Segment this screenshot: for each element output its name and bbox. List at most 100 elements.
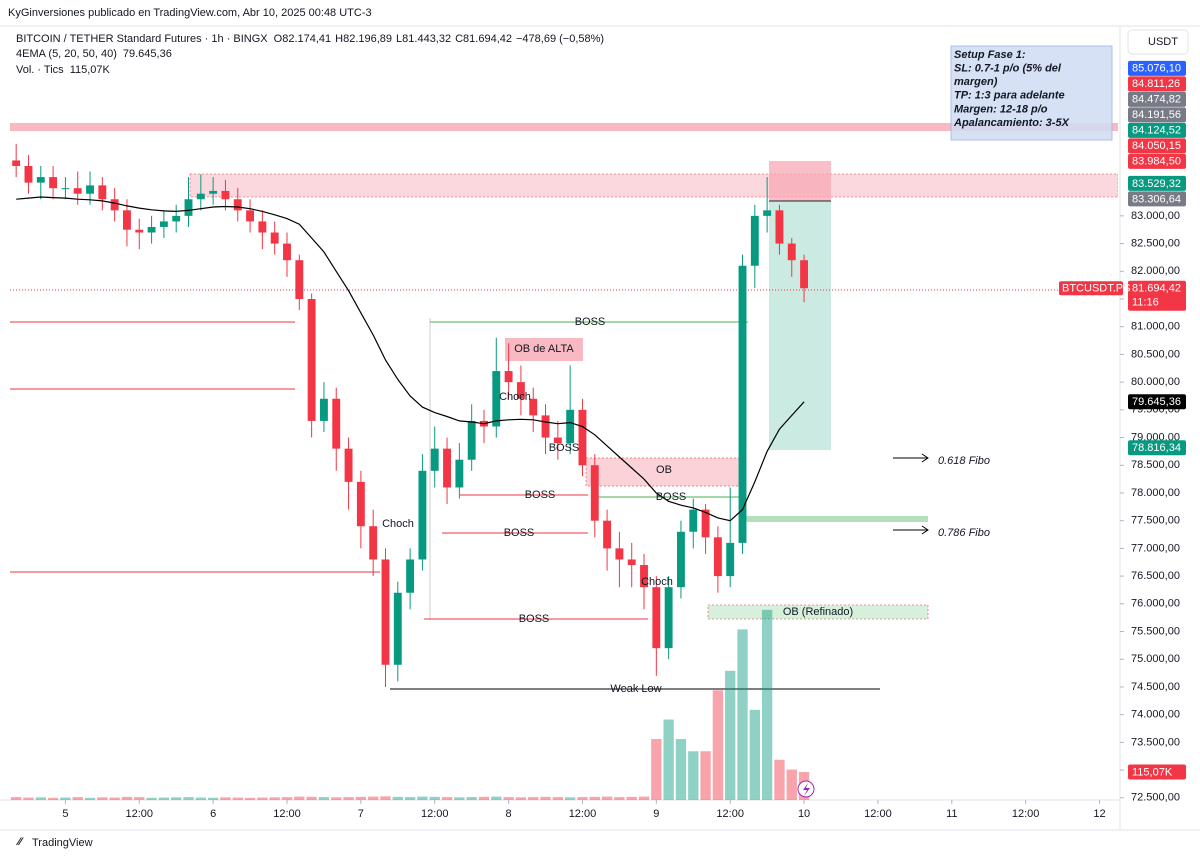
volume-bar (380, 796, 391, 800)
candle-body (603, 520, 612, 549)
volume-bar (712, 690, 724, 800)
candle-body (319, 398, 328, 421)
volume-bar (651, 739, 662, 800)
price-tag-label: 84.474,82 (1132, 94, 1181, 106)
volume-bar (183, 797, 194, 800)
volume-bar (207, 797, 219, 800)
y-tick-label: 72.500,00 (1131, 792, 1180, 804)
candle-body (504, 371, 513, 383)
candle-body (246, 210, 255, 222)
y-tick-label: 76.000,00 (1131, 598, 1180, 610)
annotation-label: Choch (382, 518, 414, 530)
y-tick-label: 82.500,00 (1131, 237, 1180, 249)
footer: TradingView (32, 837, 93, 849)
sl-box (769, 161, 831, 201)
y-tick-label: 81.000,00 (1131, 321, 1180, 333)
volume-bar (491, 796, 502, 800)
symbol-title: BITCOIN / TETHER Standard Futures · 1h ·… (16, 33, 268, 45)
price-tag (1128, 153, 1186, 169)
ohlc-value: L81.443,32 (396, 33, 451, 45)
y-tick-label: 75.500,00 (1131, 625, 1180, 637)
volume-bar (577, 797, 588, 800)
price-tag-label: 83.984,50 (1132, 156, 1181, 168)
x-tick-label: 5 (62, 808, 68, 820)
currency-button[interactable] (1127, 29, 1189, 55)
drawings (10, 45, 1118, 690)
volume-bar (281, 797, 293, 800)
volume-bar (35, 797, 46, 800)
price-tag (1128, 122, 1186, 138)
annotation-label: BOSS (549, 442, 580, 454)
y-tick-label: 80.500,00 (1131, 348, 1180, 360)
candle-body (270, 232, 279, 244)
candle-body (61, 188, 70, 190)
y-tick-label: 77.500,00 (1131, 515, 1180, 527)
x-tick-label: 12:00 (716, 808, 744, 820)
x-tick-label: 6 (210, 808, 216, 820)
volume-bar (515, 797, 527, 800)
candle-body (541, 415, 550, 438)
volume-bar (368, 796, 379, 800)
setup-note: margen) (954, 76, 998, 88)
x-tick-label: 12:00 (273, 808, 301, 820)
volume-bar (564, 797, 576, 800)
price-tag (1128, 138, 1186, 154)
y-tick-label: 75.000,00 (1131, 653, 1180, 665)
candle-body (159, 221, 168, 227)
y-tick-label: 74.500,00 (1131, 681, 1180, 693)
candle-body (258, 221, 267, 233)
volume-bar (675, 739, 687, 800)
candle-body (430, 448, 439, 471)
volume-tag (1128, 764, 1186, 780)
candle-body (184, 199, 193, 216)
x-tick-label: 12:00 (864, 808, 892, 820)
volume-bar (454, 797, 465, 800)
price-tag (1128, 440, 1186, 456)
currency[interactable]: USDT (1148, 36, 1178, 48)
volume-bar (626, 796, 637, 800)
symbol-tag-label: BTCUSDT.PS (1062, 283, 1130, 295)
y-tick-label: 78.000,00 (1131, 487, 1180, 499)
zone-band (10, 123, 1118, 131)
y-tick-label: 77.000,00 (1131, 542, 1180, 554)
candle-body (73, 188, 82, 194)
volume-bar (761, 609, 773, 800)
logo-mark: ⁄⁄ (15, 836, 24, 848)
ohlc-value: C81.694,42 (455, 33, 512, 45)
candle-body (49, 177, 58, 189)
candle-body (738, 265, 747, 543)
candle-body (12, 160, 21, 166)
annotation-label: Weak Low (610, 683, 661, 695)
volume-bar (786, 769, 797, 800)
candle-body (295, 260, 304, 300)
setup-note: SL: 0.7-1 p/o (5% del (954, 63, 1062, 75)
volume-bar (404, 797, 416, 800)
y-tick-label: 73.500,00 (1131, 736, 1180, 748)
candle-body (492, 371, 501, 427)
volume-bar (134, 797, 145, 800)
volume-bar (257, 797, 268, 800)
volume-bar (663, 719, 674, 800)
candle-body (775, 210, 784, 244)
x-tick-label: 8 (506, 808, 512, 820)
y-tick-label: 80.000,00 (1131, 376, 1180, 388)
candle-body (590, 465, 599, 521)
x-tick-label: 7 (358, 808, 364, 820)
annotation-label: BOSS (504, 527, 535, 539)
price-tag-label: 84.811,26 (1132, 78, 1180, 90)
candle-body (123, 210, 131, 230)
volume-bar (306, 796, 317, 800)
candle-body (221, 190, 230, 200)
x-tick-label: 12:00 (421, 808, 449, 820)
vol-title: Vol. · Tics (16, 64, 64, 76)
volume-bar (589, 796, 600, 800)
volume-bar (84, 797, 96, 800)
y-tick-label: 83.000,00 (1131, 210, 1180, 222)
candle-body (455, 459, 464, 488)
candle-body (135, 229, 144, 233)
candle-body (664, 587, 673, 649)
candle-body (332, 398, 341, 449)
supply-zone (189, 173, 1118, 198)
